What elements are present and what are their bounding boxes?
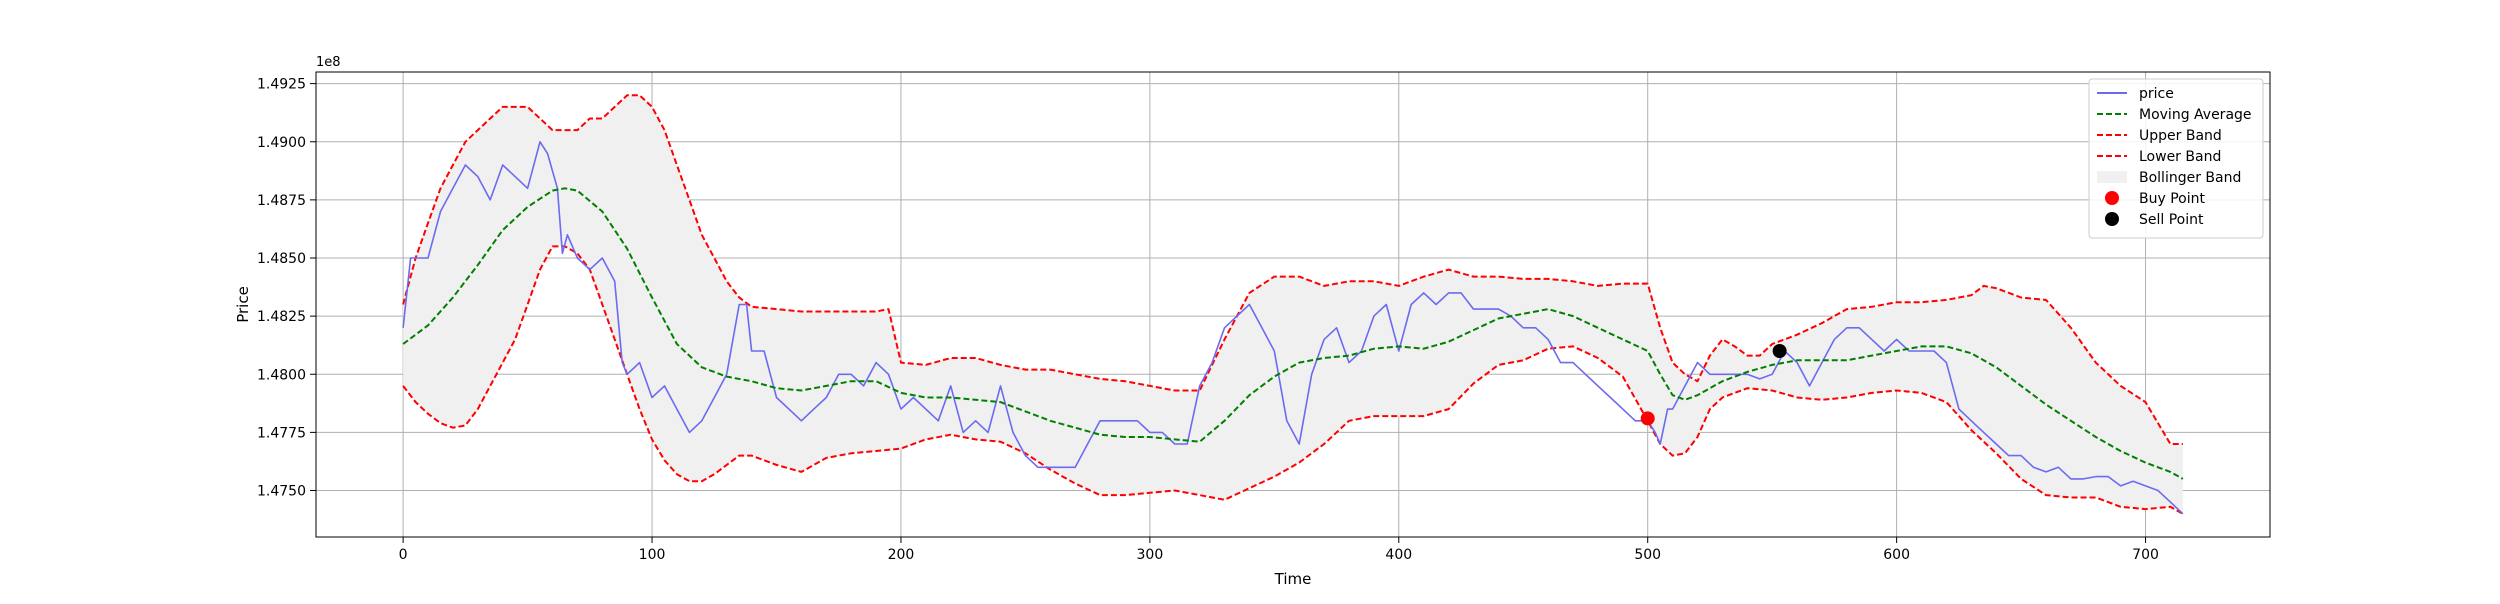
- x-tick-label: 500: [1634, 547, 1661, 563]
- x-tick-label: 700: [2132, 547, 2159, 563]
- legend-label: Lower Band: [2139, 149, 2221, 165]
- y-tick-label: 1.4750: [257, 484, 306, 500]
- y-tick-label: 1.4875: [257, 193, 306, 209]
- y-tick-label: 1.4925: [257, 77, 306, 93]
- x-tick-label: 200: [888, 547, 915, 563]
- legend-label: Buy Point: [2139, 191, 2205, 207]
- legend-label: Sell Point: [2139, 212, 2204, 228]
- legend-box: [2088, 78, 2264, 239]
- lower-band-line: [402, 245, 2184, 515]
- legend: price Moving Average Upper Band Lower Band B…: [2088, 78, 2264, 239]
- x-tick-label: 600: [1883, 547, 1910, 563]
- price-line: [402, 141, 2184, 515]
- legend-handle-fill: [2097, 171, 2127, 183]
- x-axis-label: Time: [1274, 570, 1312, 588]
- series-lines: [402, 94, 2184, 515]
- legend-label: Upper Band: [2139, 128, 2222, 144]
- x-tick-label: 400: [1385, 547, 1412, 563]
- y-tick-label: 1.4800: [257, 367, 306, 383]
- legend-label: Bollinger Band: [2139, 170, 2241, 186]
- x-tick-label: 0: [399, 547, 408, 563]
- signal-markers: [1640, 344, 1787, 426]
- y-axis-offset-text: 1e8: [316, 55, 341, 70]
- sell-point-marker: [1772, 344, 1787, 358]
- y-axis-label: Price: [234, 286, 252, 323]
- legend-handle-marker: [2105, 191, 2119, 205]
- y-tick-label: 1.4900: [257, 135, 306, 151]
- y-tick-label: 1.4775: [257, 425, 306, 441]
- plot-frame: [315, 71, 2271, 538]
- moving-average-line: [402, 187, 2184, 480]
- legend-handle-marker: [2105, 212, 2119, 226]
- legend-label: Moving Average: [2139, 107, 2252, 123]
- bollinger-band-area: [403, 95, 2183, 514]
- x-tick-label: 300: [1137, 547, 1164, 563]
- legend-label: price: [2139, 86, 2174, 102]
- bollinger-band-fill: [403, 95, 2183, 514]
- y-tick-label: 1.4825: [257, 309, 306, 325]
- buy-point-marker: [1640, 411, 1655, 426]
- axis-ticks: 0 100 200 300 400 500 600 700 1.4750 1.4775 1.4800…: [257, 77, 2159, 563]
- y-tick-label: 1.4850: [257, 251, 306, 267]
- upper-band-line: [402, 94, 2183, 445]
- x-tick-label: 100: [639, 547, 666, 563]
